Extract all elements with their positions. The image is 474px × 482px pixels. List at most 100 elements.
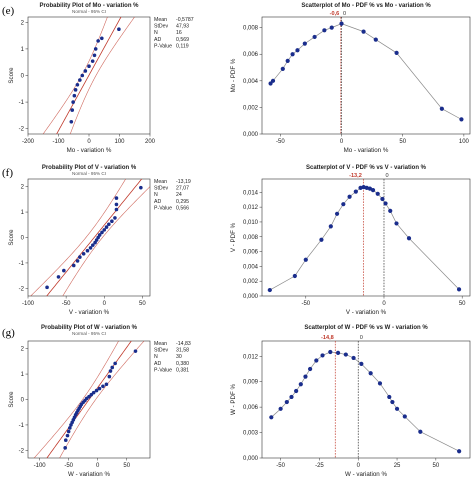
fit-line (46, 341, 132, 458)
plot-inner (269, 341, 462, 458)
data-point (343, 352, 348, 357)
scatterplot-1: Scatterplot of Mo - PDF % vs Mo - variat… (230, 3, 471, 154)
data-point (139, 185, 143, 190)
data-point (328, 349, 333, 355)
data-point (367, 186, 373, 191)
stat-value: 0,566 (176, 205, 189, 211)
x-tick-label: -25 (315, 463, 324, 469)
stat-value: 0,295 (176, 199, 189, 205)
data-point (63, 446, 67, 450)
y-tick-label: -1 (19, 100, 25, 106)
x-tick-label: 0 (340, 139, 344, 145)
y-tick-label: 2 (21, 347, 25, 353)
x-tick-label: 50 (433, 463, 440, 469)
y-axis-label: Score (8, 67, 15, 84)
data-point (308, 366, 313, 372)
data-point (100, 36, 104, 41)
x-tick-label: -100 (34, 463, 47, 469)
x-tick-label: -50 (301, 301, 310, 307)
data-point (90, 59, 95, 63)
data-point (71, 100, 75, 104)
y-tick-label: 0,014 (243, 190, 259, 196)
x-axis-label: V - variation % (69, 309, 110, 316)
plot-area (261, 16, 471, 135)
data-point (69, 119, 74, 124)
y-tick-label: 0,004 (243, 79, 259, 85)
stat-label: AD (154, 37, 161, 43)
data-point (375, 191, 380, 196)
data-point (270, 78, 276, 83)
data-point (89, 392, 94, 397)
x-axis-label: V - variation % (346, 309, 387, 316)
y-tick-label: 1 (21, 210, 25, 216)
y-axis-label: Score (8, 229, 15, 246)
data-point (358, 185, 363, 190)
y-tick-label: -1 (19, 423, 25, 429)
chart-title: Probability Plot of W - variation % (41, 325, 138, 331)
data-point (341, 202, 346, 207)
y-tick-label: 0 (21, 236, 25, 242)
data-point (87, 394, 91, 399)
data-point (361, 29, 366, 34)
data-point (71, 263, 76, 268)
y-tick-label: 2 (21, 185, 25, 191)
data-point (290, 52, 295, 57)
data-point (351, 355, 356, 361)
data-point (278, 406, 283, 411)
stat-value: 30 (176, 354, 182, 360)
data-point (91, 390, 96, 395)
x-tick-label: 25 (394, 463, 401, 469)
data-point (108, 369, 113, 373)
data-point (78, 255, 82, 259)
x-tick-label: 50 (123, 463, 130, 469)
data-point (359, 361, 364, 366)
data-point (418, 429, 423, 434)
x-tick-label: 0 (87, 139, 91, 145)
data-point (133, 349, 138, 353)
chart-title: Scatterplot of V - PDF % vs V - variatio… (306, 165, 427, 171)
reference-label: 0 (385, 173, 388, 179)
data-point (104, 382, 109, 387)
data-point (295, 48, 300, 53)
stat-value: 24 (176, 192, 182, 198)
data-point (110, 219, 114, 224)
data-point (322, 28, 327, 33)
data-point (380, 196, 385, 202)
data-point (63, 438, 68, 442)
ci-upper-line (59, 341, 145, 458)
data-point (97, 386, 102, 391)
probability-plot-2: (f) Probability Plot of V - variation %No… (2, 165, 191, 316)
data-point (353, 189, 358, 194)
data-point (368, 371, 373, 376)
y-tick-label: -1 (19, 261, 25, 267)
data-point (117, 27, 121, 32)
x-tick-label: 50 (459, 301, 466, 307)
x-axis-label: Mo - variation % (344, 147, 389, 154)
x-tick-label: 50 (139, 301, 146, 307)
y-tick-label: 0,009 (243, 380, 259, 386)
stat-value: -0,5787 (176, 17, 194, 23)
data-point (320, 353, 325, 358)
x-axis-label: W - variation % (68, 471, 110, 478)
x-tick-label: 100 (459, 139, 470, 145)
chart-subtitle: Normal - 95% CI (72, 331, 106, 336)
data-point (75, 83, 80, 87)
reference-label: -0,6 (330, 11, 340, 17)
data-point (75, 259, 80, 263)
data-point (102, 228, 107, 232)
panel-label: (f) (2, 167, 13, 179)
reference-label: 0 (360, 335, 363, 341)
data-point (101, 384, 105, 389)
panel-label: (g) (2, 327, 15, 339)
data-point (80, 73, 85, 78)
stat-value: 16 (176, 30, 182, 36)
y-tick-label: 0,000 (243, 456, 259, 462)
y-tick-label: 0,002 (243, 279, 259, 285)
data-point (87, 64, 91, 68)
stat-label: P-Value (154, 43, 172, 49)
y-tick-label: 0,008 (243, 26, 259, 32)
data-point (94, 388, 99, 393)
ci-upper-line (69, 17, 135, 134)
plot-area (27, 178, 151, 297)
